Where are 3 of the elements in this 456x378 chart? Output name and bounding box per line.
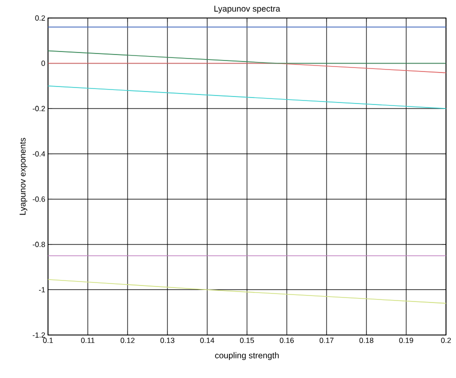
x-axis-title: coupling strength	[215, 352, 279, 360]
chart-title: Lyapunov spectra	[214, 6, 280, 14]
y-axis-title: Lyapunov exponents	[20, 138, 28, 215]
